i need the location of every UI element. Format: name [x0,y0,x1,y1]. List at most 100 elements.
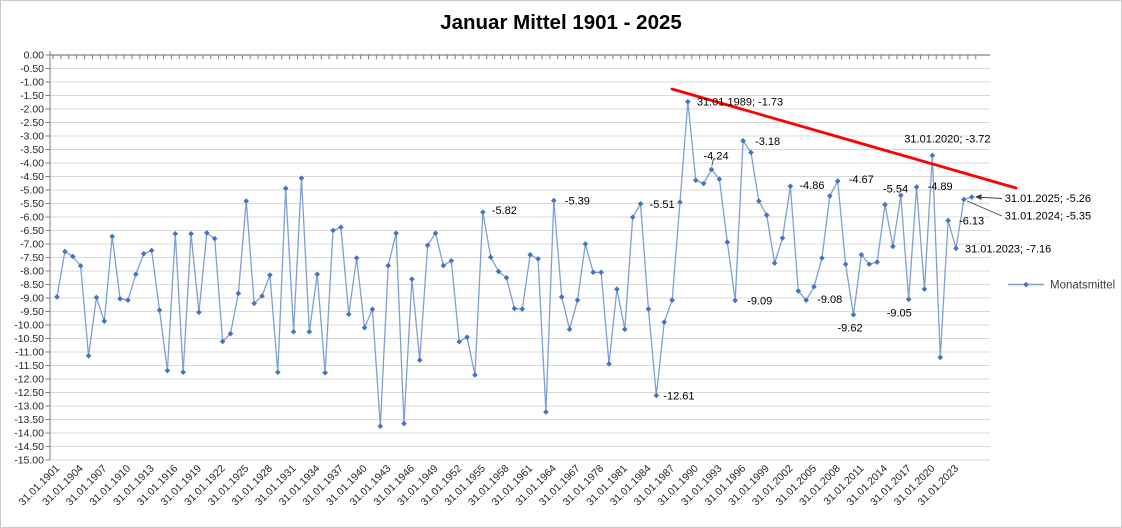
y-tick-label: 0.00 [24,50,45,62]
data-point-marker [937,354,944,361]
data-point-marker [330,227,336,234]
data-label: -9.08 [817,294,842,306]
y-tick-label: -13.50 [14,414,44,426]
y-tick-label: -8.50 [20,279,44,291]
data-point-marker [456,338,462,345]
y-tick-label: -12.50 [14,387,44,399]
data-point-marker [156,307,163,313]
trend-line [670,87,1018,190]
data-label: -5.51 [650,199,675,211]
y-tick-label: -11.00 [15,347,44,359]
data-point-marker [700,180,707,187]
label-leader-lines [711,158,1003,217]
data-label: -9.05 [887,307,912,319]
chart-title: Januar Mittel 1901 - 2025 [440,11,682,34]
y-tick-label: -6.00 [20,212,44,224]
data-point-marker [243,198,250,204]
data-point-marker [393,230,399,236]
data-point-marker [298,175,305,181]
data-point-marker [338,224,344,231]
data-point-marker [487,254,494,261]
data-point-marker [472,372,478,378]
data-point-marker [345,311,352,317]
y-axis: 0.00-0.50 -1.00-1.50 -2.00-2.50 -3.00-3.50 -… [14,50,51,467]
data-point-marker [511,305,518,312]
data-label: -4.86 [799,180,824,192]
data-point-marker [188,230,194,237]
data-point-marker [692,177,699,184]
data-point-marker [172,230,179,237]
y-tick-label: -8.00 [20,266,44,278]
y-tick-label: -6.50 [20,225,44,237]
data-point-marker [432,230,439,236]
data-point-marker [377,423,384,430]
series-monatsmittel [54,98,975,430]
data-label: 31.01.2020; -3.72 [904,133,990,145]
data-point-marker [929,152,936,159]
data-point-marker [275,369,281,376]
y-tick-label: -7.00 [20,239,44,251]
data-point-marker [787,183,794,190]
data-label: 31.01.2023; -7.16 [965,243,1051,255]
y-tick-label: -3.00 [20,131,44,143]
y-tick-label: -5.50 [20,198,44,210]
data-point-marker [409,276,415,282]
data-point-marker [945,217,951,224]
data-point-marker [763,212,770,218]
y-tick-label: -10.50 [14,333,44,345]
data-point-marker [259,293,265,299]
data-point-marker [440,262,447,269]
data-point-marker [724,239,731,245]
data-point-marker [282,185,289,192]
data-label: 31.01.2024; -5.35 [1005,210,1091,222]
data-point-marker [566,326,573,333]
data-point-marker [905,296,912,303]
data-point-marker [803,297,809,303]
data-point-marker [614,286,620,292]
data-point-marker [748,149,754,156]
data-point-marker [480,209,486,215]
data-point-marker [227,330,234,337]
data-point-marker [401,420,407,427]
y-tick-label: -14.50 [14,441,44,453]
data-point-marker [503,274,510,281]
data-point-marker [968,194,975,200]
data-point-marker [582,241,589,247]
data-point-marker [101,318,108,325]
data-point-marker [527,252,533,258]
data-point-marker [574,297,581,303]
legend-label: Monatsmittel [1050,280,1115,292]
data-labels: -5.82 -5.39 -5.51 -12.61 31.01.1989; -1.73 -4… [492,97,1091,403]
data-point-marker [62,248,68,255]
y-tick-label: -1.50 [20,90,44,102]
data-point-marker [653,392,660,399]
data-point-marker [811,283,817,290]
y-tick-label: -9.00 [20,293,44,305]
data-point-marker [708,166,715,173]
data-label: -9.09 [747,295,772,307]
data-point-marker [921,286,928,292]
data-point-marker [606,361,612,367]
data-point-marker [535,256,541,262]
data-point-marker [196,309,202,316]
data-point-marker [306,328,313,335]
data-point-marker [117,296,123,302]
data-point-marker [645,306,652,312]
leader-line [966,200,1003,217]
data-point-marker [361,324,368,331]
data-label: 31.01.2025; -5.26 [1005,193,1091,205]
y-tick-label: -9.50 [20,306,44,318]
data-point-marker [621,326,628,333]
y-tick-label: -4.00 [20,158,44,170]
data-point-marker [140,250,147,257]
data-point-marker [495,268,502,275]
data-point-marker [740,138,746,144]
data-label: 31.01.1989; -1.73 [697,97,783,109]
data-point-marker [125,297,131,303]
data-point-marker [558,294,565,300]
data-point-marker [685,98,691,105]
data-point-marker [54,294,60,300]
data-point-marker [180,369,186,376]
